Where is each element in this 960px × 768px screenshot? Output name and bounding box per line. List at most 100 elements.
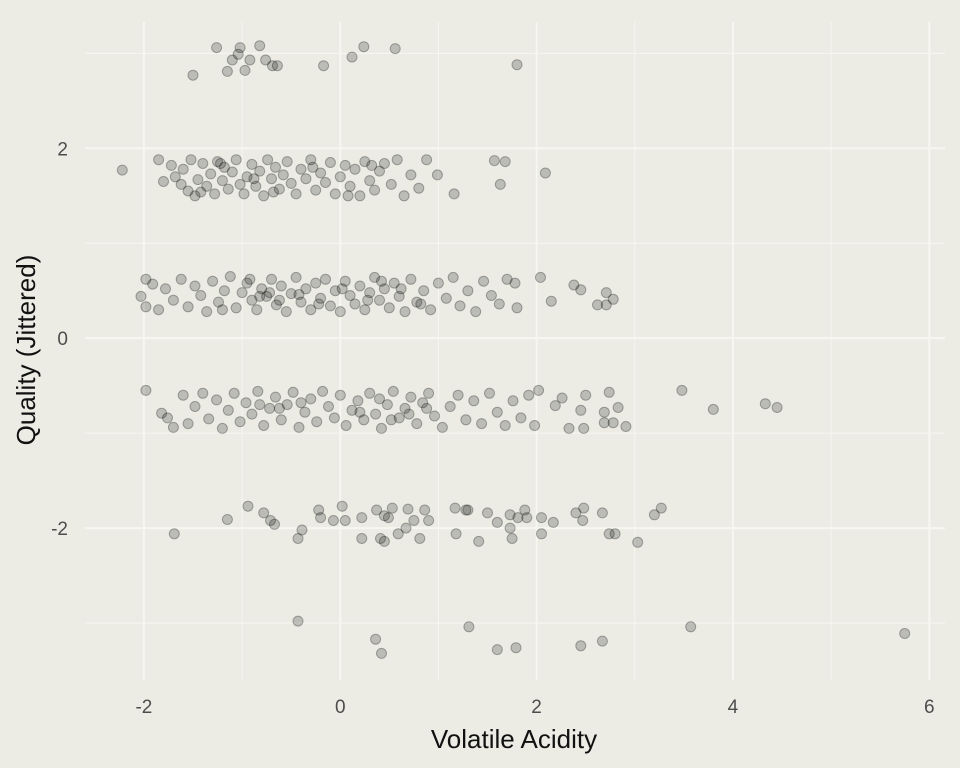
data-point xyxy=(340,420,352,431)
data-point xyxy=(387,385,399,397)
data-point xyxy=(195,290,207,301)
data-point xyxy=(246,158,258,170)
data-point xyxy=(310,184,322,196)
data-point xyxy=(388,277,400,289)
data-point xyxy=(378,510,390,522)
data-point xyxy=(275,280,287,292)
data-point xyxy=(287,386,299,398)
data-point xyxy=(398,190,410,202)
data-point xyxy=(399,306,411,318)
data-point xyxy=(248,173,260,185)
data-point xyxy=(393,290,405,302)
data-point xyxy=(295,397,307,409)
data-point xyxy=(354,406,366,418)
data-point xyxy=(419,504,431,516)
data-point xyxy=(273,183,285,195)
data-point xyxy=(258,420,270,431)
data-point xyxy=(299,406,311,418)
data-point xyxy=(400,522,412,534)
data-point xyxy=(536,528,547,540)
data-point xyxy=(232,48,244,60)
data-point xyxy=(395,283,407,295)
data-point xyxy=(167,421,179,433)
data-point xyxy=(899,628,911,639)
data-point xyxy=(620,421,632,432)
data-point xyxy=(293,289,305,300)
data-point xyxy=(383,302,395,314)
data-point xyxy=(261,290,273,302)
data-point xyxy=(468,395,480,407)
data-point xyxy=(578,422,590,434)
data-point xyxy=(175,273,187,285)
data-point xyxy=(352,395,364,407)
data-point xyxy=(578,502,590,514)
data-point xyxy=(267,60,278,72)
data-point xyxy=(356,533,368,544)
data-point xyxy=(177,389,189,401)
data-point xyxy=(290,188,302,200)
data-point xyxy=(334,171,346,183)
data-point xyxy=(336,283,348,295)
data-point xyxy=(473,535,485,547)
data-point xyxy=(707,403,719,415)
data-point xyxy=(354,190,366,202)
data-point xyxy=(254,40,266,52)
data-point xyxy=(135,290,147,302)
data-point xyxy=(364,287,376,299)
data-point xyxy=(612,402,624,413)
data-point xyxy=(376,422,387,434)
data-point xyxy=(364,387,376,399)
data-point xyxy=(378,158,390,169)
data-point xyxy=(307,161,319,173)
data-point xyxy=(221,514,233,525)
data-point xyxy=(238,188,250,200)
data-point xyxy=(385,414,397,426)
data-point xyxy=(405,391,417,403)
data-point xyxy=(189,280,201,292)
data-point xyxy=(168,528,180,540)
data-point xyxy=(165,159,177,171)
data-point xyxy=(344,290,356,301)
data-point xyxy=(366,159,378,171)
data-point xyxy=(189,190,201,202)
data-point xyxy=(254,165,266,177)
data-point xyxy=(187,69,199,81)
data-point xyxy=(359,156,371,168)
data-point xyxy=(147,278,159,290)
data-point xyxy=(436,421,448,433)
data-point xyxy=(216,422,228,434)
data-point xyxy=(197,387,209,399)
data-point xyxy=(536,512,547,524)
data-point xyxy=(318,60,330,72)
data-point xyxy=(376,275,387,287)
y-axis-ticks: -2 0 2 xyxy=(51,139,68,540)
data-point xyxy=(362,294,374,306)
data-point xyxy=(425,304,437,316)
data-point xyxy=(511,302,523,314)
data-point xyxy=(292,615,304,627)
x-tick-label: 0 xyxy=(335,697,346,718)
data-point xyxy=(476,418,488,430)
data-point xyxy=(399,402,411,414)
data-point xyxy=(462,285,474,297)
data-point xyxy=(556,392,568,404)
data-point xyxy=(378,535,390,547)
y-axis-title: Quality (Jittered) xyxy=(11,255,41,446)
data-point xyxy=(266,273,277,285)
data-point xyxy=(264,402,276,414)
data-point xyxy=(405,273,417,285)
data-point xyxy=(421,402,433,414)
data-point xyxy=(545,295,557,307)
data-point xyxy=(484,387,495,399)
data-point xyxy=(504,509,516,521)
data-point xyxy=(358,41,370,53)
data-point xyxy=(140,384,152,396)
data-point xyxy=(305,304,317,316)
data-point xyxy=(226,54,238,66)
data-point xyxy=(510,642,522,654)
data-point xyxy=(354,280,366,292)
data-point xyxy=(346,51,358,63)
data-point xyxy=(323,401,334,412)
data-point xyxy=(369,271,381,283)
